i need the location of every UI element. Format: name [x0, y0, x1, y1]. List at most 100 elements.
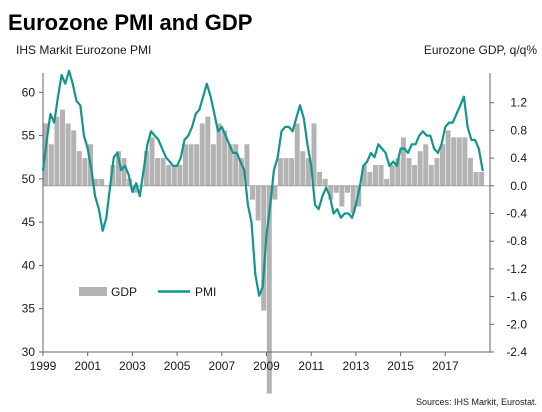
gdp-bar: [473, 171, 479, 186]
pmi-point: [176, 165, 178, 167]
gdp-bar: [384, 178, 390, 186]
gdp-bar: [261, 185, 267, 311]
right-tick-label: -1.6: [506, 290, 527, 304]
gdp-bar: [166, 165, 172, 186]
pmi-point: [217, 130, 219, 132]
x-tick-label: 2011: [298, 359, 324, 373]
pmi-point: [396, 165, 398, 167]
gdp-bar: [417, 151, 423, 186]
pmi-point: [64, 83, 66, 85]
pmi-point: [258, 295, 260, 297]
pmi-point: [277, 156, 279, 158]
left-tick-label: 30: [22, 345, 36, 359]
pmi-point: [470, 139, 473, 141]
pmi-point: [180, 156, 182, 158]
gdp-bar: [160, 158, 166, 186]
pmi-point: [243, 169, 245, 171]
pmi-point: [362, 165, 364, 167]
gdp-bar: [283, 158, 289, 186]
gdp-bar: [110, 165, 116, 186]
pmi-point: [157, 139, 160, 141]
gdp-bar: [395, 158, 401, 186]
pmi-point: [288, 126, 290, 128]
right-tick-label: 0.4: [510, 151, 527, 165]
pmi-point: [131, 191, 133, 193]
pmi-point: [310, 165, 312, 167]
pmi-point: [414, 143, 417, 145]
pmi-point: [437, 152, 439, 154]
pmi-point: [474, 139, 476, 141]
gdp-bar: [82, 158, 88, 186]
x-tick-label: 2015: [387, 359, 414, 373]
gdp-bar: [412, 165, 418, 186]
gdp-bar: [149, 137, 155, 186]
gdp-bar: [210, 144, 216, 186]
right-axis-title: Eurozone GDP, q/q%: [424, 43, 538, 57]
gdp-bar: [467, 158, 473, 186]
pmi-point: [292, 130, 294, 132]
pmi-point: [482, 169, 484, 171]
gdp-bar: [289, 158, 295, 186]
gdp-bar: [205, 116, 211, 186]
pmi-point: [377, 143, 379, 145]
source-note: Sources: IHS Markit, Eurostat.: [416, 397, 537, 407]
gdp-bar: [54, 116, 60, 186]
pmi-point: [213, 113, 216, 115]
gdp-bars: [43, 109, 485, 394]
x-tick-label: 2013: [343, 359, 370, 373]
gdp-bar: [339, 185, 345, 207]
pmi-point: [265, 234, 268, 236]
gdp-bar: [227, 144, 233, 186]
pmi-point: [392, 160, 394, 163]
gdp-bar: [300, 151, 306, 186]
pmi-point: [98, 208, 100, 210]
right-tick-label: 0.0: [510, 179, 527, 193]
pmi-point: [254, 273, 256, 275]
x-tick-label: 1999: [30, 359, 57, 373]
pmi-point: [83, 134, 85, 137]
pmi-point: [128, 173, 130, 176]
gdp-bar: [93, 178, 99, 186]
pmi-point: [403, 147, 405, 150]
pmi-point: [284, 126, 286, 128]
pmi-point: [388, 165, 391, 167]
pmi-point: [46, 139, 48, 141]
pmi-point: [139, 195, 141, 197]
gdp-bar: [177, 165, 183, 186]
pmi-point: [221, 126, 223, 128]
pmi-point: [79, 104, 81, 106]
pmi-point: [295, 117, 297, 119]
pmi-point: [75, 100, 78, 102]
gdp-bar: [255, 185, 261, 221]
right-tick-label: -0.8: [506, 234, 527, 248]
gdp-bar: [367, 171, 373, 186]
pmi-point: [340, 217, 342, 219]
pmi-point: [154, 134, 156, 137]
pmi-point: [280, 130, 283, 132]
pmi-point: [250, 221, 253, 223]
chart-title: Eurozone PMI and GDP: [8, 10, 252, 35]
pmi-point: [228, 143, 230, 145]
gdp-bar: [155, 158, 161, 186]
pmi-point: [355, 204, 357, 206]
pmi-point: [247, 204, 249, 206]
x-tick-label: 2005: [164, 359, 191, 373]
pmi-point: [105, 217, 107, 219]
tick-labels: 60 55 50 45 40 35 30 1.2 0.8 0.4 0.0 -0.4 -0.8 -1.2 -1…: [22, 85, 528, 373]
gdp-bar: [48, 144, 54, 186]
pmi-point: [169, 160, 171, 163]
gdp-bar: [451, 137, 457, 186]
pmi-point: [165, 156, 167, 158]
pmi-point: [336, 208, 338, 210]
pmi-point: [113, 156, 115, 158]
pmi-point: [120, 169, 122, 171]
pmi-point: [269, 204, 271, 206]
pmi-point: [366, 160, 368, 163]
gdp-bar: [311, 123, 317, 186]
pmi-point: [314, 204, 316, 206]
pmi-point: [418, 134, 420, 137]
pmi-point: [206, 83, 208, 85]
pmi-point: [90, 169, 93, 171]
pmi-point: [463, 96, 465, 98]
x-tick-label: 2007: [208, 359, 235, 373]
